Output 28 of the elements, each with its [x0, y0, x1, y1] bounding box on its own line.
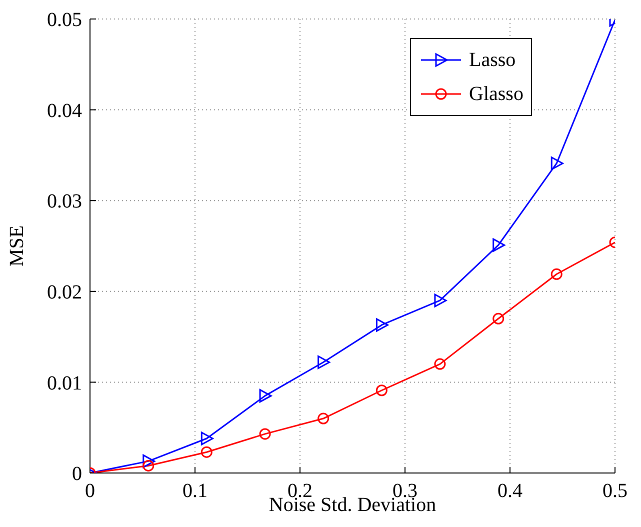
y-tick-label: 0.05 [47, 9, 82, 32]
x-tick-label: 0.1 [182, 480, 208, 502]
point [142, 460, 154, 472]
x-tick-label: 0.4 [498, 480, 522, 502]
point [550, 156, 564, 170]
y-tick-label: 0.01 [47, 372, 82, 394]
point [318, 412, 330, 424]
y-tick-label: 0.02 [47, 282, 82, 304]
y-tick-label: 0.04 [47, 100, 82, 122]
y-tick-label: 0 [72, 463, 82, 486]
y-tick-label: 0.03 [47, 190, 82, 213]
point [318, 355, 330, 369]
point [259, 389, 272, 403]
point [259, 428, 271, 440]
point [492, 238, 506, 252]
point [376, 318, 388, 332]
point [550, 268, 562, 280]
x-tick-label: 0.5 [602, 480, 628, 502]
y-axis-title: MSE [6, 225, 28, 267]
legend-label: Lasso [469, 48, 516, 72]
point [434, 358, 446, 370]
point [434, 294, 447, 308]
point [200, 432, 214, 446]
point [142, 454, 156, 468]
point [376, 384, 388, 396]
point [200, 446, 212, 458]
legend-label: Glasso [469, 82, 524, 106]
point [492, 312, 504, 324]
